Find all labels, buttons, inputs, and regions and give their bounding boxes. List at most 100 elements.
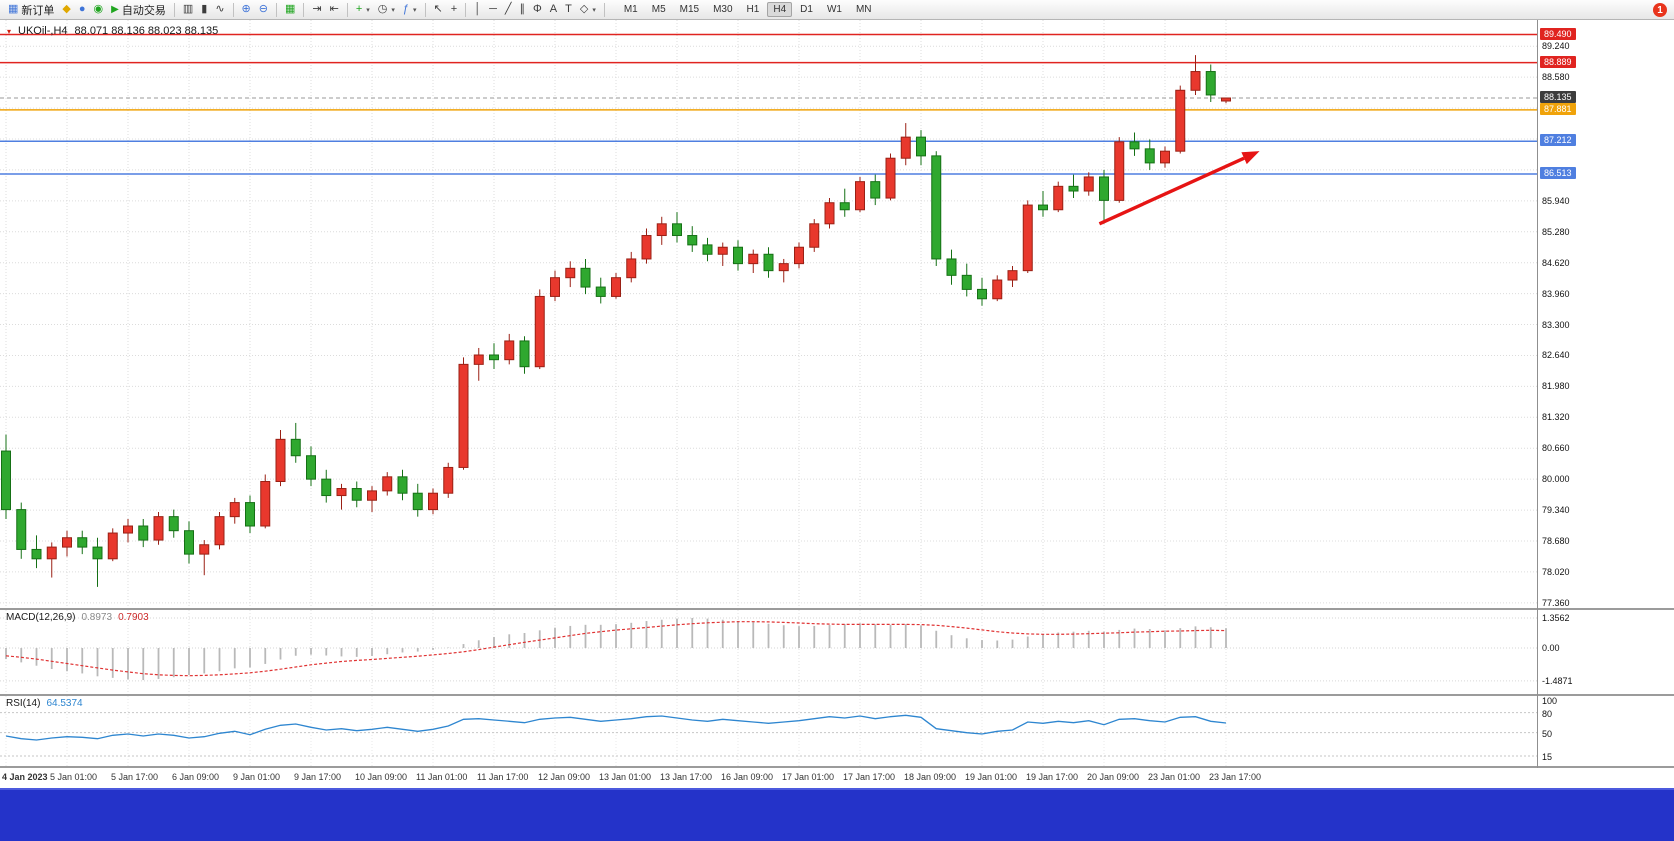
candle (1083, 176, 1094, 192)
bar-chart-button[interactable]: ▥ (179, 0, 197, 19)
text-button[interactable]: A (546, 0, 561, 19)
candle (824, 202, 835, 225)
candle (1221, 97, 1231, 102)
timeframe-button-H1[interactable]: H1 (746, 4, 760, 15)
hline-price-label: 89.490 (1540, 27, 1576, 40)
price-axis[interactable]: 89.240 88.580 85.940 85.280 84.620 83.960 83.3… (1540, 20, 1672, 608)
refresh-button[interactable]: ◉ (90, 0, 108, 19)
fibonacci-button[interactable]: Φ (529, 0, 546, 19)
autotrading-button[interactable]: ▶ 自动交易 (107, 0, 170, 19)
zoom-out-button[interactable]: ⊖ (255, 0, 272, 19)
crosshair-button[interactable]: + (447, 0, 461, 19)
arrow-head-icon (1241, 151, 1260, 165)
profile-button[interactable]: ● (75, 0, 90, 19)
rsi-tick-label: 80 (1542, 708, 1553, 719)
line-chart-button[interactable]: ∿ (211, 0, 228, 19)
cursor-button[interactable]: ↖ (430, 0, 447, 19)
macd-histogram (5, 617, 1227, 681)
rsi-axis[interactable]: 100 80 50 15 (1540, 696, 1672, 766)
taskbar[interactable] (0, 788, 1674, 841)
candle (1114, 141, 1125, 201)
timeframe-button-MN[interactable]: MN (855, 4, 872, 15)
candle (992, 279, 1003, 300)
bar-chart-icon: ▥ (182, 3, 194, 15)
trendline-button[interactable]: ╱ (501, 0, 516, 19)
price-tick-label: 88.580 (1542, 72, 1570, 83)
timeframe-button-W1[interactable]: W1 (826, 4, 842, 15)
candle (184, 530, 194, 555)
text-label-button[interactable]: T (561, 0, 576, 19)
price-tick-label: 85.940 (1542, 195, 1570, 206)
timeframe-button-M1[interactable]: M1 (623, 4, 638, 15)
pane-separator[interactable] (0, 694, 1674, 696)
candle (31, 548, 42, 560)
hline-price-label: 88.889 (1540, 55, 1576, 68)
current-price-label: 88.135 (1540, 91, 1576, 103)
zoom-in-button[interactable]: ⊕ (238, 0, 255, 19)
timeframe-button-M5[interactable]: M5 (651, 4, 666, 15)
chart-title: ▾ UKOil-,H4 88.071 88.136 88.023 88.135 (7, 25, 218, 37)
candle (656, 223, 667, 237)
candle (351, 488, 362, 501)
time-axis-label: 19 Jan 17:00 (1026, 772, 1079, 782)
chart-symbol-marker-icon: ▾ (7, 26, 12, 36)
profile-icon: ● (78, 3, 86, 15)
macd-axis[interactable]: 1.3562 0.00 -1.4871 (1540, 610, 1672, 694)
data-window-icon: ▦ (284, 3, 296, 15)
autotrading-play-icon: ▶ (111, 3, 119, 15)
price-chart-canvas[interactable] (0, 20, 1537, 608)
candlestick-chart-button[interactable]: ▮ (197, 0, 211, 19)
auto-scroll-button[interactable]: ⇥ (308, 0, 325, 19)
pane-separator[interactable] (0, 608, 1674, 610)
time-axis-label: 9 Jan 17:00 (294, 772, 342, 782)
macd-name: MACD(12,26,9) (6, 612, 76, 623)
candle (397, 476, 408, 494)
candle (855, 181, 865, 211)
autotrading-label: 自动交易 (121, 4, 166, 17)
chart-shift-button[interactable]: ⇤ (326, 0, 343, 19)
trend-arrow[interactable] (1098, 151, 1260, 226)
shapes-button[interactable]: ◇ ▾ (576, 0, 600, 19)
macd-grid (0, 610, 1537, 694)
notification-badge[interactable]: 1 (1653, 3, 1667, 17)
macd-signal-line (5, 621, 1227, 677)
candle (885, 157, 896, 199)
rsi-value: 64.5374 (46, 698, 83, 709)
time-axis-label: 19 Jan 01:00 (965, 772, 1018, 782)
time-axis[interactable]: 4 Jan 2023 5 Jan 01:00 5 Jan 17:00 6 Jan 09… (0, 768, 1674, 788)
timeframe-button-M15[interactable]: M15 (679, 4, 700, 15)
candle (565, 267, 576, 279)
time-axis-label: 17 Jan 17:00 (843, 772, 896, 782)
pane-separator (0, 766, 1674, 768)
hline-price-label: 86.513 (1540, 167, 1576, 179)
indicators-button[interactable]: ƒ ▾ (399, 0, 421, 19)
vertical-line-button[interactable]: │ (470, 0, 485, 19)
timeframe-button-H4[interactable]: H4 (767, 2, 793, 17)
candle (931, 155, 942, 260)
price-tick-label: 82.640 (1542, 350, 1570, 361)
candle (778, 263, 789, 272)
rsi-tick-label: 50 (1542, 728, 1553, 739)
rsi-grid (0, 696, 1537, 766)
new-order-button[interactable]: ▦ 新订单 (4, 0, 58, 19)
timeframe-button-M30[interactable]: M30 (713, 4, 733, 15)
channel-button[interactable]: ∥ (515, 0, 529, 19)
price-tick-label: 85.280 (1542, 226, 1570, 237)
periods-button[interactable]: ◷ ▾ (374, 0, 399, 19)
metaeditor-icon: ◆ (62, 3, 71, 15)
timeframe-button-D1[interactable]: D1 (800, 4, 813, 15)
candle (16, 509, 27, 550)
data-window-button[interactable]: ▦ (281, 0, 299, 19)
macd-canvas[interactable] (0, 610, 1537, 694)
metaeditor-button[interactable]: ◆ (58, 0, 74, 19)
candle (672, 223, 682, 237)
rsi-canvas[interactable] (0, 696, 1537, 766)
horizontal-line-button[interactable]: ─ (485, 0, 501, 19)
candle (382, 476, 393, 492)
price-tick-label: 79.340 (1542, 505, 1570, 516)
time-axis-label: 9 Jan 01:00 (233, 772, 281, 782)
new-chart-button[interactable]: + ▾ (352, 0, 374, 19)
time-axis-label: 5 Jan 17:00 (111, 772, 159, 782)
axis-divider (1537, 20, 1538, 788)
candle (1205, 71, 1216, 96)
